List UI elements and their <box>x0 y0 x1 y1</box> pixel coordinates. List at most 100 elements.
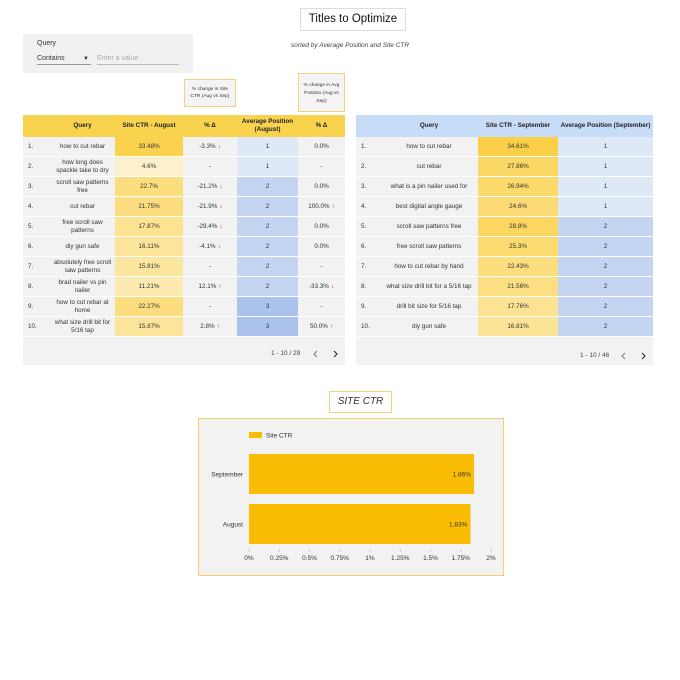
cell: 1 <box>237 137 298 157</box>
row: 2. how long does spackle take to dry 4.6% -… <box>23 156 345 177</box>
cell-text: 2 <box>265 182 270 190</box>
cell: what is a pin nailer used for <box>380 176 478 197</box>
page-nav[interactable] <box>311 348 341 360</box>
x-tick-label: 1.75% <box>452 555 471 562</box>
cell: scroll saw patterns free <box>50 176 115 197</box>
cell: 2. <box>356 156 380 177</box>
cell: -29.4% ↓ <box>183 216 237 237</box>
column-header[interactable]: Query <box>73 122 92 129</box>
legend-label: Site CTR <box>266 433 293 440</box>
cell-text: 1 <box>603 202 608 210</box>
cell: cut rebar <box>50 196 115 217</box>
cell: 4. <box>23 196 50 217</box>
cell: what size drill bit for 5/16 tap <box>50 316 115 337</box>
cell-text: 4.6% <box>141 162 157 170</box>
cell: 50.0% ↑ <box>298 316 345 337</box>
cell: cut rebar <box>380 156 478 177</box>
arrow: ↑ <box>331 202 335 210</box>
row: 2. cut rebar 27.86% 1 <box>356 156 653 177</box>
row: 10. what size drill bit for 5/16 tap 15.87… <box>23 316 345 337</box>
filter-operator[interactable]: Contains ▼ <box>37 53 91 65</box>
cell: 2 <box>558 256 653 277</box>
cell-text: 8. <box>361 282 367 290</box>
cell: 11.21% <box>115 276 183 297</box>
page-nav[interactable] <box>619 350 649 362</box>
row: 3. what is a pin nailer used for 26.94% 1 <box>356 176 653 197</box>
row: 6. diy gun safe 16.11% -4.1% ↓ 2 0.0% <box>23 236 345 257</box>
row: 7. how to cut rebar by hand 22.43% 2 <box>356 256 653 277</box>
column-header[interactable]: Site CTR - August <box>122 122 176 129</box>
cell-text: 25.3% <box>509 242 527 250</box>
row: 4. best digital angle gauge 24.6% 1 <box>356 196 653 217</box>
cell: 8. <box>356 276 380 297</box>
arrow: ↑ <box>329 322 333 330</box>
arrow: ↓ <box>330 282 335 290</box>
cell: drill bit size for 5/16 tap <box>380 296 478 317</box>
august-table: Query Site CTR - August % Δ Average Posi… <box>23 115 345 365</box>
column-header[interactable]: Average Position (September) <box>560 122 651 129</box>
cell: 2 <box>558 236 653 257</box>
cell-text: 3. <box>28 182 34 190</box>
cell: how to cut rebar <box>50 137 115 157</box>
cell-text: 22.7% <box>140 182 158 190</box>
column-header[interactable]: % Δ <box>204 122 216 129</box>
x-tick-label: 0% <box>244 555 254 562</box>
cell: 6. <box>23 236 50 257</box>
cell-text: diy gun safe <box>412 322 446 330</box>
cell-text: 5. <box>28 222 34 230</box>
cell: 1 <box>558 156 653 177</box>
cell: 33.48% <box>115 137 183 157</box>
cell-text: absolutely free scroll saw patterns <box>53 259 112 274</box>
row: 10. diy gun safe 16.81% 2 <box>356 316 653 337</box>
chart: Site CTR 0% 0.25% 0.5% 0.75% 1% 1.25% 1.5% 1.75%… <box>198 418 504 576</box>
cell-text: what is a pin nailer used for <box>390 182 468 190</box>
cell: 5. <box>356 216 380 237</box>
row: 8. what size drill bit for a 5/16 tap 21.5… <box>356 276 653 297</box>
cell-text: 2 <box>603 282 608 290</box>
cell-text: 3 <box>265 302 270 310</box>
cell-text: 0.0% <box>314 142 329 150</box>
bar <box>249 504 471 544</box>
cell-text: 21.56% <box>507 282 529 290</box>
cell: 2 <box>558 296 653 317</box>
cell: 8. <box>23 276 50 297</box>
row: 8. brad nailer vs pin nailer 11.21% 12.1% ↑ 2… <box>23 276 345 297</box>
cell-text: how to cut rebar <box>59 142 106 150</box>
column-header[interactable]: Query <box>419 122 439 129</box>
cell-text: 9. <box>28 302 34 310</box>
cell-text: 22.27% <box>138 302 160 310</box>
cell: 2 <box>237 216 298 237</box>
filter-label: Query <box>37 40 57 47</box>
cell: - <box>298 256 345 277</box>
cell: 7. <box>23 256 50 277</box>
cell: - <box>183 256 237 277</box>
cell: 5. <box>23 216 50 237</box>
arrow: ↓ <box>217 142 221 150</box>
cell-text: 4. <box>28 202 34 210</box>
cell: 9. <box>23 296 50 317</box>
filter-input[interactable]: Enter a value <box>97 53 179 65</box>
cell: 16.81% <box>478 316 558 337</box>
cell-text: 21.75% <box>138 202 160 210</box>
cell: 22.7% <box>115 176 183 197</box>
cell: 3 <box>237 296 298 317</box>
cell-text: - <box>320 262 323 270</box>
column-header[interactable]: Site CTR - September <box>485 122 551 129</box>
row: 5. scroll saw patterns free 28.8% 2 <box>356 216 653 237</box>
cell-text: 16.81% <box>507 322 529 330</box>
cell: how to cut rebar at home <box>50 296 115 317</box>
cell-text: 12.1% <box>198 282 217 290</box>
cell: scroll saw patterns free <box>380 216 478 237</box>
column-header[interactable]: % Δ <box>315 122 328 129</box>
cell-text: 1. <box>361 142 367 150</box>
cell: how to cut rebar <box>380 137 478 157</box>
column-header[interactable]: Average Position (August) <box>241 118 294 133</box>
x-tick-label: 1.25% <box>391 555 410 562</box>
x-tick-label: 1.5% <box>423 555 438 562</box>
cell: 10. <box>23 316 50 337</box>
cell-text: drill bit size for 5/16 tap <box>396 302 462 310</box>
cell: 0.0% <box>298 236 345 257</box>
cell: 10. <box>356 316 380 337</box>
cell: 17.76% <box>478 296 558 317</box>
cell: what size drill bit for a 5/16 tap <box>380 276 478 297</box>
